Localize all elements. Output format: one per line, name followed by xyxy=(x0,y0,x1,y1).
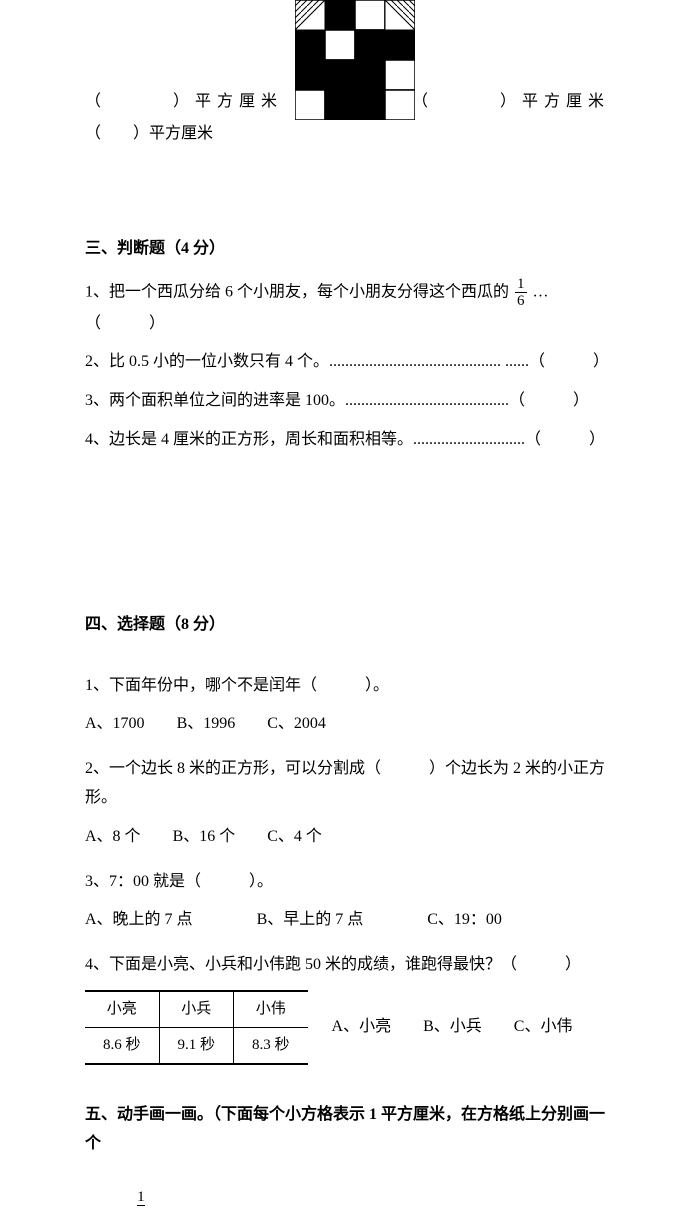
area-blank-below: （ ）平方厘米 xyxy=(85,120,610,149)
race-row: 小亮 小兵 小伟 8.6 秒 9.1 秒 8.3 秒 A、小亮 B、小兵 C、小… xyxy=(85,990,610,1065)
section-4-title: 四、选择题（8 分） xyxy=(85,611,610,640)
s3-q4: 4、边长是 4 厘米的正方形，周长和面积相等。.................… xyxy=(85,426,610,455)
s4-q1: 1、下面年份中，哪个不是闰年（ ）。 xyxy=(85,672,610,701)
fraction-den: 6 xyxy=(515,292,527,310)
s4-q1-opt-c: C、2004 xyxy=(267,715,326,732)
fraction-den xyxy=(137,1205,145,1223)
s4-q2-opt-b: B、16 个 xyxy=(173,828,236,845)
race-h1: 小亮 xyxy=(85,991,159,1028)
section-3-title: 三、判断题（4 分） xyxy=(85,235,610,264)
area-answer-row-1: （ ）平方厘米 （ ）平方厘米 xyxy=(85,88,610,117)
s4-q3-opt-c: C、19：00 xyxy=(427,911,502,928)
fraction-1-6: 1 6 xyxy=(515,276,527,310)
s3-q1: 1、把一个西瓜分给 6 个小朋友，每个小朋友分得这个西瓜的 1 6 …（ ） xyxy=(85,276,610,339)
race-c1: 8.6 秒 xyxy=(85,1027,159,1064)
area-blank-right: （ ）平方厘米 xyxy=(412,88,610,117)
s3-q3: 3、两个面积单位之间的进率是 100。.....................… xyxy=(85,387,610,416)
s4-q3-opts: A、晚上的 7 点 B、早上的 7 点 C、19：00 xyxy=(85,906,610,935)
s4-q4-opt-a: A、小亮 xyxy=(332,1018,392,1035)
s4-q2: 2、一个边长 8 米的正方形，可以分割成（ ）个边长为 2 米的小正方形。 xyxy=(85,755,610,813)
s4-q4-opts: A、小亮 B、小兵 C、小伟 xyxy=(332,1013,601,1042)
s4-q2-opt-c: C、4 个 xyxy=(267,828,322,845)
s4-q2-opt-a: A、8 个 xyxy=(85,828,141,845)
fraction-num: 1 xyxy=(137,1189,145,1206)
s4-q2-opts: A、8 个 B、16 个 C、4 个 xyxy=(85,823,610,852)
fraction-partial: 1 xyxy=(137,1189,145,1223)
s4-q1-opt-b: B、1996 xyxy=(177,715,236,732)
s4-q4-opt-c: C、小伟 xyxy=(514,1018,573,1035)
area-blank-left: （ ）平方厘米 xyxy=(85,88,283,117)
table-row: 8.6 秒 9.1 秒 8.3 秒 xyxy=(85,1027,308,1064)
s3-q2: 2、比 0.5 小的一位小数只有 4 个。...................… xyxy=(85,348,610,377)
s4-q4: 4、下面是小亮、小兵和小伟跑 50 米的成绩，谁跑得最快？（ ） xyxy=(85,951,610,980)
s4-q3-opt-a: A、晚上的 7 点 xyxy=(85,911,193,928)
s4-q3: 3、7：00 就是（ ）。 xyxy=(85,868,610,897)
race-h2: 小兵 xyxy=(159,991,234,1028)
s4-q4-opt-b: B、小兵 xyxy=(423,1018,482,1035)
fraction-num: 1 xyxy=(515,276,527,293)
s4-q1-opt-a: A、1700 xyxy=(85,715,145,732)
bottom-fraction: 1 xyxy=(135,1189,610,1223)
grid-section: （ ）平方厘米 （ ）平方厘米 xyxy=(85,0,610,120)
s4-q1-opts: A、1700 B、1996 C、2004 xyxy=(85,710,610,739)
s4-q3-opt-b: B、早上的 7 点 xyxy=(257,911,364,928)
s3-q1-text-a: 1、把一个西瓜分给 6 个小朋友，每个小朋友分得这个西瓜的 xyxy=(85,283,509,300)
race-c2: 9.1 秒 xyxy=(159,1027,234,1064)
table-row: 小亮 小兵 小伟 xyxy=(85,991,308,1028)
race-table: 小亮 小兵 小伟 8.6 秒 9.1 秒 8.3 秒 xyxy=(85,990,308,1065)
race-c3: 8.3 秒 xyxy=(234,1027,308,1064)
section-5-title: 五、动手画一画。（下面每个小方格表示 1 平方厘米，在方格纸上分别画一个 xyxy=(85,1101,610,1159)
race-h3: 小伟 xyxy=(234,991,308,1028)
